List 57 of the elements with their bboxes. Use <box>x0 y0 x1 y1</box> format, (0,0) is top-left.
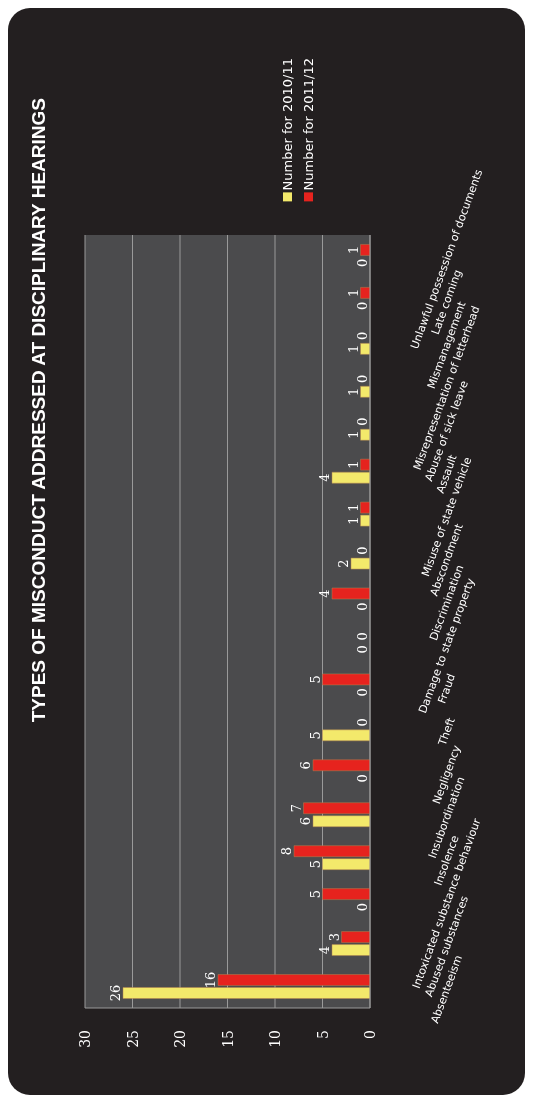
data-label: 5 <box>308 731 323 740</box>
data-label: 0 <box>355 774 371 783</box>
data-label: 4 <box>317 589 333 598</box>
data-label: 6 <box>298 761 314 770</box>
data-label: 0 <box>355 546 371 555</box>
data-label: 0 <box>355 301 371 311</box>
bar <box>360 428 370 441</box>
bar <box>360 386 370 398</box>
data-label: 1 <box>346 344 361 353</box>
x-tick-label: 10 <box>267 1030 283 1048</box>
text: Number for 2010/11 <box>280 58 295 191</box>
data-label: 8 <box>279 847 295 856</box>
data-label: 5 <box>308 675 323 684</box>
data-label: 1 <box>346 387 361 396</box>
data-label: 1 <box>346 288 361 298</box>
data-label: 0 <box>355 718 371 727</box>
data-label: 2 <box>336 559 352 568</box>
text: TYPES OF MISCONDUCT ADDRESSED AT DISCIPLINARY HEARINGS <box>28 98 50 723</box>
x-tick-label: 15 <box>219 1030 236 1048</box>
data-label: 0 <box>355 602 371 611</box>
bar <box>360 343 370 355</box>
bar <box>360 244 370 256</box>
x-tick-label: 25 <box>124 1030 141 1048</box>
data-label: 5 <box>308 889 323 899</box>
x-tick-label: 0 <box>362 1030 378 1039</box>
x-tick-label: 20 <box>172 1030 188 1048</box>
data-label: 0 <box>355 258 371 268</box>
data-label: 0 <box>355 688 371 697</box>
data-label: 1 <box>346 516 361 525</box>
data-label: 4 <box>317 473 333 482</box>
bar <box>350 557 370 570</box>
bar <box>322 729 370 742</box>
data-label: 1 <box>346 430 361 439</box>
data-label: 0 <box>355 902 371 912</box>
x-tick-label: 30 <box>77 1030 93 1048</box>
data-label: 3 <box>327 932 342 942</box>
bar <box>360 287 370 299</box>
data-label: 1 <box>346 503 361 512</box>
bar <box>322 888 370 900</box>
data-label: 0 <box>355 374 371 383</box>
bar <box>322 673 370 686</box>
text: Number for 2011/12 <box>301 58 316 191</box>
bar <box>312 759 370 772</box>
data-label: 1 <box>346 245 361 255</box>
x-tick-label: 5 <box>314 1030 331 1039</box>
data-label: 1 <box>346 460 361 469</box>
data-label: 26 <box>108 984 124 1002</box>
data-label: 6 <box>298 817 314 826</box>
data-label: 16 <box>203 971 219 989</box>
data-label: 0 <box>355 417 371 426</box>
data-label: 4 <box>317 945 333 955</box>
data-label: 0 <box>355 632 371 641</box>
data-label: 0 <box>355 331 371 340</box>
data-label: 7 <box>289 804 304 813</box>
data-label: 0 <box>355 645 371 654</box>
data-label: 5 <box>308 860 323 869</box>
bar <box>331 587 370 600</box>
